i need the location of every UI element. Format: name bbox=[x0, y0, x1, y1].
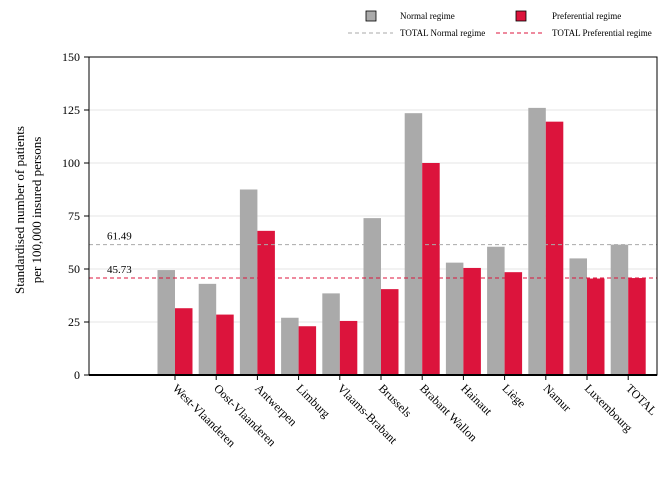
bar-normal bbox=[363, 218, 381, 375]
bar-normal bbox=[404, 113, 423, 376]
y-tick-label: 50 bbox=[68, 262, 80, 276]
bar-normal bbox=[445, 262, 464, 375]
legend-label-normal: Normal regime bbox=[400, 11, 455, 21]
bar-normal bbox=[239, 189, 258, 375]
y-tick-label: 150 bbox=[62, 50, 80, 64]
y-tick-label: 0 bbox=[74, 368, 80, 382]
x-tick-label: TOTAL bbox=[623, 381, 660, 418]
bar-preferential bbox=[298, 326, 317, 375]
bar-preferential bbox=[587, 278, 605, 375]
x-tick-label: Hainaut bbox=[458, 381, 495, 418]
y-tick-label: 25 bbox=[68, 315, 80, 329]
bar-normal bbox=[528, 107, 546, 375]
legend: Normal regime Preferential regime TOTAL No… bbox=[348, 10, 652, 38]
bar-preferential bbox=[339, 320, 358, 375]
bar-normal bbox=[322, 293, 340, 375]
x-tick-label: Namur bbox=[541, 381, 574, 414]
y-axis-label-line: Standardised number of patients bbox=[12, 126, 27, 294]
bar-normal bbox=[610, 244, 629, 375]
reference-value-label: 61.49 bbox=[107, 231, 132, 243]
legend-swatch-normal bbox=[365, 10, 377, 22]
legend-label-preferential: Preferential regime bbox=[552, 11, 621, 21]
bar-preferential bbox=[216, 314, 234, 375]
bar-normal bbox=[198, 283, 217, 375]
bar-normal bbox=[281, 317, 299, 375]
bar-preferential bbox=[175, 308, 193, 375]
bar-normal bbox=[157, 270, 175, 375]
x-tick-label: Liège bbox=[499, 381, 528, 410]
bar-preferential bbox=[504, 272, 523, 375]
legend-swatch-preferential bbox=[515, 10, 527, 22]
bar-normal bbox=[487, 246, 505, 375]
plot-area: 61.49 45.73 bbox=[89, 56, 657, 376]
bar-normal bbox=[569, 258, 587, 375]
bar-preferential bbox=[463, 267, 481, 375]
bar-preferential bbox=[628, 278, 646, 375]
legend-label-total-preferential: TOTAL Preferential regime bbox=[552, 28, 652, 38]
x-tick-label: Limburg bbox=[293, 381, 332, 420]
y-tick-label: 125 bbox=[62, 103, 80, 117]
y-axis-label-line: per 100,000 insured persons bbox=[29, 137, 44, 284]
legend-label-total-normal: TOTAL Normal regime bbox=[400, 28, 485, 38]
bar-preferential bbox=[545, 121, 564, 375]
reference-value-label: 45.73 bbox=[107, 264, 132, 276]
x-tick-label: Brussels bbox=[376, 381, 415, 420]
bar-preferential bbox=[257, 230, 275, 375]
y-axis-label: Standardised number of patients per 100,0… bbox=[12, 126, 44, 294]
bar-preferential bbox=[422, 163, 440, 375]
y-tick-label: 75 bbox=[68, 209, 80, 223]
bar-preferential bbox=[381, 289, 399, 375]
y-tick-label: 100 bbox=[62, 156, 80, 170]
